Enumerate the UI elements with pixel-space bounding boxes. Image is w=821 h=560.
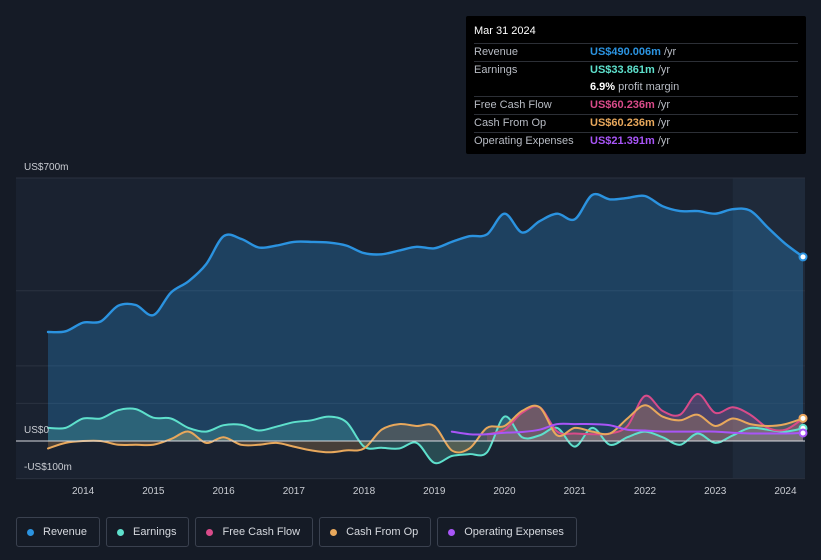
operating-expenses-dot-icon <box>448 528 456 536</box>
series-lines <box>46 192 805 465</box>
tooltip-label: Earnings <box>474 64 518 76</box>
tooltip-label: Revenue <box>474 46 519 58</box>
x-tick-label: 2016 <box>212 486 235 497</box>
x-tick-label: 2021 <box>564 486 587 497</box>
tooltip-label: Operating Expenses <box>474 135 574 147</box>
legend-label: Operating Expenses <box>464 526 564 538</box>
tooltip-row-earnings: Earnings US$33.861m /yr <box>474 61 798 79</box>
tooltip-unit: /yr <box>657 117 671 129</box>
revenue-area <box>48 194 803 441</box>
tooltip-date: Mar 31 2024 <box>474 25 536 37</box>
free-cash-flow-dot-icon <box>206 528 214 536</box>
legend-item-operating-expenses[interactable]: Operating Expenses <box>437 517 577 547</box>
x-tick-label: 2018 <box>353 486 376 497</box>
tooltip-unit: profit margin <box>618 81 680 93</box>
cash-from-op-dot-icon <box>330 528 338 536</box>
x-tick-label: 2023 <box>704 486 727 497</box>
tooltip-row-free-cash-flow: Free Cash Flow US$60.236m /yr <box>474 96 798 114</box>
earnings-dot-icon <box>117 528 125 536</box>
revenue-end-dot <box>798 252 808 262</box>
operating-expenses-line <box>450 422 804 436</box>
tooltip-value: US$21.391m <box>590 135 655 147</box>
tooltip-unit: /yr <box>663 46 677 58</box>
legend-label: Earnings <box>133 526 177 538</box>
tooltip-value: US$33.861m <box>590 64 655 76</box>
tooltip-value: US$60.236m <box>590 117 655 129</box>
x-tick-label: 2020 <box>493 486 516 497</box>
legend-item-earnings[interactable]: Earnings <box>106 517 190 547</box>
revenue-line <box>46 192 805 334</box>
legend-item-cash-from-op[interactable]: Cash From Op <box>319 517 432 547</box>
tooltip-label <box>474 79 590 96</box>
tooltip-label: Free Cash Flow <box>474 99 552 111</box>
legend-item-free-cash-flow[interactable]: Free Cash Flow <box>195 517 314 547</box>
y-label-zero: US$0 <box>24 425 49 436</box>
x-axis-ticks: 2014 2015 2016 2017 2018 2019 2020 2021 2022 2023… <box>72 486 797 497</box>
tooltip-value: US$60.236m <box>590 99 655 111</box>
tooltip-value: US$490.006m <box>590 46 661 58</box>
y-label-bottom: -US$100m <box>24 462 72 473</box>
series-end-dots <box>798 252 808 438</box>
tooltip-row-margin: 6.9% profit margin <box>474 79 798 96</box>
legend-item-revenue[interactable]: Revenue <box>16 517 101 547</box>
tooltip-unit: /yr <box>657 135 671 147</box>
legend-label: Revenue <box>43 526 88 538</box>
earnings-line <box>47 407 804 465</box>
tooltip-value: 6.9% <box>590 81 616 93</box>
free-cash-flow-area <box>487 393 803 441</box>
legend-label: Cash From Op <box>346 526 419 538</box>
tooltip-unit: /yr <box>657 64 671 76</box>
x-tick-label: 2022 <box>634 486 657 497</box>
operating-expenses-end-dot <box>798 428 808 438</box>
chart-legend: Revenue Earnings Free Cash Flow Cash Fro… <box>16 517 577 547</box>
gridlines <box>16 177 805 480</box>
legend-label: Free Cash Flow <box>222 526 301 538</box>
x-tick-label: 2024 <box>774 486 797 497</box>
x-tick-label: 2017 <box>283 486 306 497</box>
cash-from-op-line <box>47 404 804 454</box>
tooltip-row-operating-expenses: Operating Expenses US$21.391m /yr <box>474 132 798 150</box>
revenue-dot-icon <box>27 528 34 536</box>
tooltip-row-revenue: Revenue US$490.006m /yr <box>474 43 798 61</box>
tooltip-row-cash-from-op: Cash From Op US$60.236m /yr <box>474 114 798 132</box>
x-tick-label: 2015 <box>142 486 165 497</box>
tooltip-label: Cash From Op <box>474 117 547 129</box>
y-label-top: US$700m <box>24 162 68 173</box>
x-tick-label: 2014 <box>72 486 95 497</box>
plot-background <box>16 178 805 478</box>
cash-from-op-end-dot <box>798 413 808 423</box>
hover-tooltip: Mar 31 2024 Revenue US$490.006m /yr Earn… <box>466 16 806 154</box>
x-tick-label: 2019 <box>423 486 446 497</box>
tooltip-unit: /yr <box>657 99 671 111</box>
